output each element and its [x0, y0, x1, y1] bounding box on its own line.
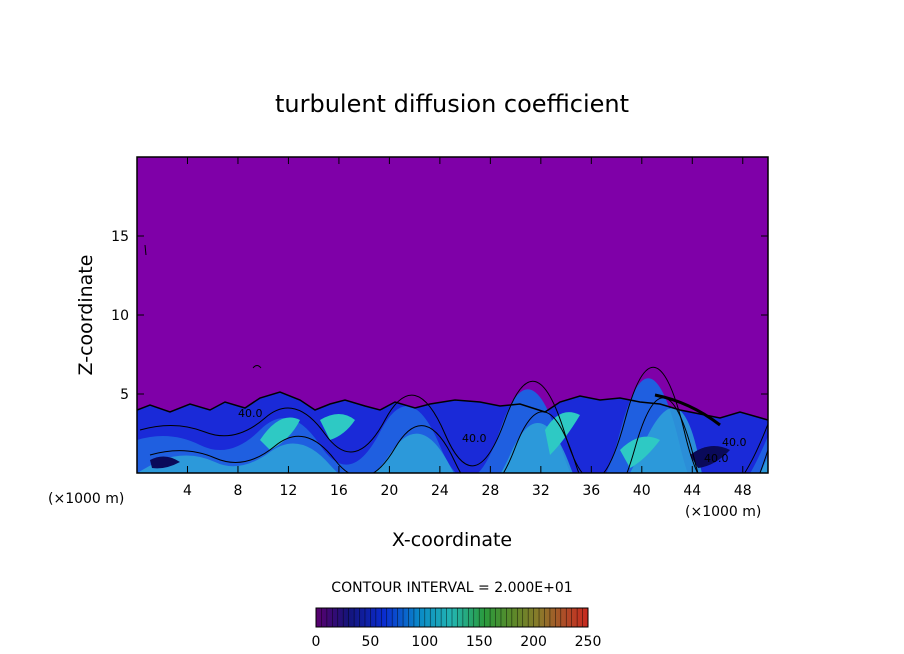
- y-tick-label: 10: [111, 308, 129, 324]
- turbulence-field: [137, 244, 768, 473]
- x-tick-label: 44: [683, 483, 701, 499]
- x-tick-label: 48: [734, 483, 752, 499]
- x-tick-label: 8: [233, 483, 242, 499]
- colorbar-ticks: 0 50 100 150 200 250: [312, 634, 602, 650]
- contour-label: 40.0: [462, 432, 487, 445]
- y-axis: 5 10 15: [111, 229, 768, 403]
- x-tick-label: 32: [532, 483, 550, 499]
- colorbar-tick-label: 150: [466, 634, 493, 650]
- x-unit-left: (×1000 m): [48, 491, 124, 507]
- colorbar-tick-label: 100: [411, 634, 438, 650]
- x-tick-label: 16: [330, 483, 348, 499]
- y-tick-label: 5: [120, 387, 129, 403]
- colorbar-tick-label: 50: [361, 634, 379, 650]
- x-tick-label: 36: [582, 483, 600, 499]
- x-tick-label: 20: [380, 483, 398, 499]
- x-tick-label: 12: [280, 483, 298, 499]
- y-tick-label: 15: [111, 229, 129, 245]
- colorbar-tick-label: 200: [520, 634, 547, 650]
- colorbar-stripes: [315, 608, 589, 627]
- contour-label: 40.0: [722, 436, 747, 449]
- chart-title: turbulent diffusion coefficient: [275, 90, 629, 118]
- x-tick-label: 40: [633, 483, 651, 499]
- x-tick-label: 28: [481, 483, 499, 499]
- x-tick-label: 24: [431, 483, 449, 499]
- x-tick-label: 4: [183, 483, 192, 499]
- contour-label: 40.0: [704, 452, 729, 465]
- colorbar-tick-label: 0: [312, 634, 321, 650]
- contour-label: 40.0: [238, 407, 263, 420]
- x-unit-right: (×1000 m): [685, 504, 761, 520]
- colorbar-tick-label: 250: [575, 634, 602, 650]
- y-axis-title: Z-coordinate: [75, 255, 97, 376]
- x-axis: 4 8 12 16 20 24 28 32 36 40 44 48: [183, 157, 752, 499]
- x-axis-title: X-coordinate: [392, 529, 512, 551]
- contour-interval-text: CONTOUR INTERVAL = 2.000E+01: [331, 580, 572, 596]
